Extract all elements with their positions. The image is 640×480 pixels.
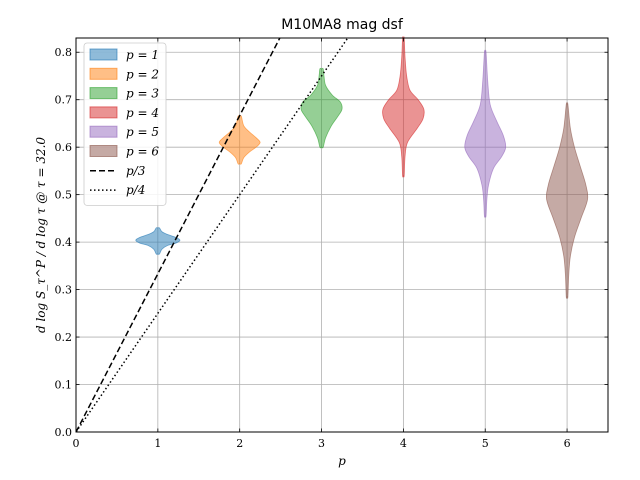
y-tick-label: 0.7 — [55, 94, 73, 107]
reference-lines — [76, 38, 349, 432]
x-tick-label: 0 — [73, 437, 80, 450]
chart-title: M10MA8 mag dsf — [281, 17, 404, 33]
y-tick-label: 0.2 — [55, 331, 73, 344]
y-tick-label: 0.1 — [55, 379, 73, 392]
x-axis-label: p — [338, 454, 346, 468]
x-tick-label: 2 — [236, 437, 243, 450]
legend-label-p2: p = 2 — [126, 67, 159, 81]
violin-p1 — [135, 227, 181, 255]
y-tick-label: 0.0 — [55, 426, 73, 439]
legend-label-line-2: p/4 — [126, 183, 145, 197]
y-tick-label: 0.8 — [55, 46, 73, 59]
axis-ticks: 0 1 2 3 4 5 6 0.0 0.1 0.2 0.3 0.4 0.5 0.6 0.7 0.8 — [55, 38, 608, 450]
y-tick-label: 0.3 — [55, 284, 73, 297]
legend: p = 1 p = 2 p = 3 p = 4 p = 5 p = 6 p/3 p/4 — [83, 42, 167, 206]
y-tick-label: 0.6 — [55, 141, 73, 154]
y-axis-label: d log S_τ^P / d log τ @ τ = 32.0 — [34, 137, 48, 333]
legend-box — [83, 42, 167, 206]
violin-p6 — [545, 102, 589, 299]
legend-swatch-p4 — [89, 106, 118, 119]
violin-p2 — [218, 115, 261, 165]
plot-frame — [75, 37, 609, 433]
legend-swatch-p1 — [89, 48, 118, 61]
x-tick-label: 5 — [482, 437, 489, 450]
legend-swatch-p6 — [89, 145, 118, 157]
y-tick-label: 0.5 — [55, 189, 73, 202]
violins — [135, 36, 589, 299]
legend-label-p3: p = 3 — [126, 87, 159, 101]
legend-label-p1: p = 1 — [126, 48, 159, 62]
legend-label-p5: p = 5 — [126, 125, 159, 139]
y-tick-label: 0.4 — [55, 236, 73, 249]
line-p-over-3 — [76, 38, 281, 432]
x-tick-label: 4 — [400, 437, 407, 450]
legend-swatch-p2 — [89, 67, 118, 80]
violin-p4 — [382, 36, 425, 178]
legend-swatch-p3 — [89, 87, 118, 100]
legend-label-p4: p = 4 — [126, 106, 159, 120]
x-tick-label: 6 — [564, 437, 571, 450]
legend-swatch-p5 — [89, 125, 118, 138]
legend-label-p6: p = 6 — [126, 145, 159, 159]
x-tick-label: 1 — [154, 437, 161, 450]
violin-p3 — [300, 67, 343, 149]
x-tick-label: 3 — [318, 437, 325, 450]
legend-label-line-1: p/3 — [126, 164, 146, 178]
violin-p5 — [464, 49, 507, 218]
